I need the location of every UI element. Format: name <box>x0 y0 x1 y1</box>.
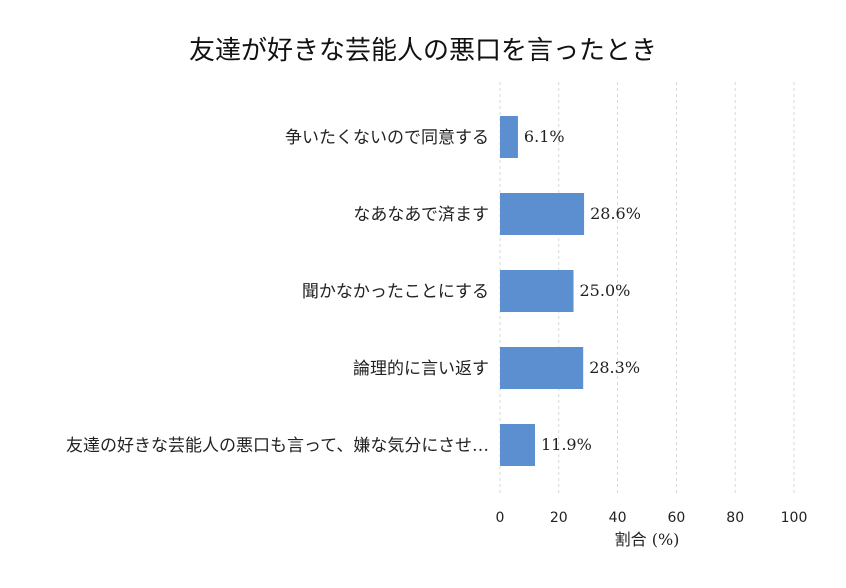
x-axis-ticks: 0 20 40 60 80 100 <box>496 510 808 526</box>
x-tick-label: 0 <box>496 510 505 526</box>
category-label: 論理的に言い返す <box>353 359 489 379</box>
bar <box>500 116 518 158</box>
category-labels: 争いたくないので同意するなあなあで済ます聞かなかったことにする論理的に言い返す友… <box>66 128 489 456</box>
value-labels: 6.1% 28.6% 25.0% 28.3% 11.9% <box>524 127 641 454</box>
x-tick-label: 80 <box>726 510 744 526</box>
bar <box>500 270 574 312</box>
x-axis-title: 割合 (%) <box>615 530 680 549</box>
x-tick-label: 100 <box>781 510 808 526</box>
chart-title: 友達が好きな芸能人の悪口を言ったとき <box>188 36 657 66</box>
bar <box>500 424 535 466</box>
category-label: なあなあで済ます <box>353 205 489 225</box>
value-label: 11.9% <box>541 435 592 454</box>
category-label: 争いたくないので同意する <box>285 128 489 148</box>
bar <box>500 347 584 389</box>
value-label: 28.3% <box>589 358 640 377</box>
bars <box>500 116 585 466</box>
value-label: 25.0% <box>580 281 631 300</box>
value-label: 6.1% <box>524 127 565 146</box>
x-tick-label: 20 <box>550 510 568 526</box>
x-tick-label: 60 <box>667 510 685 526</box>
bar <box>500 193 585 235</box>
x-tick-label: 40 <box>609 510 627 526</box>
category-label: 友達の好きな芸能人の悪口も言って、嫌な気分にさせ… <box>66 436 489 456</box>
category-label: 聞かなかったことにする <box>302 282 489 302</box>
value-label: 28.6% <box>590 204 641 223</box>
